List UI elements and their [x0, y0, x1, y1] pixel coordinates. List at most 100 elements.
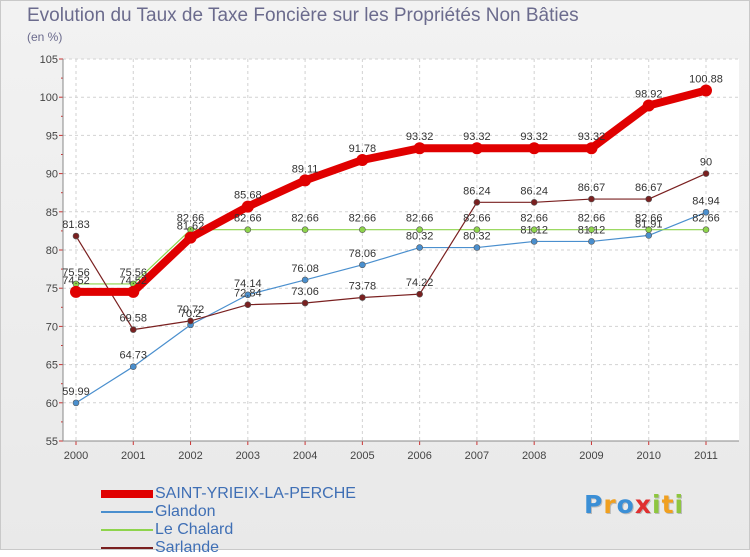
y-tick-label: 80 [46, 245, 58, 257]
y-tick-label: 95 [46, 130, 58, 142]
data-point [299, 174, 312, 187]
logo-letter: t [661, 490, 675, 519]
y-tick-label: 100 [40, 92, 58, 104]
data-label: 82.66 [463, 213, 491, 225]
legend-label: SAINT-YRIEIX-LA-PERCHE [155, 485, 356, 502]
x-tick-label: 2005 [350, 450, 374, 462]
proxiti-logo: Proxiti [584, 490, 684, 519]
data-point [301, 226, 309, 233]
data-label: 85.68 [234, 190, 262, 202]
data-point [702, 226, 710, 233]
data-label: 90 [700, 157, 712, 169]
data-point [588, 195, 595, 203]
data-label: 82.66 [578, 213, 606, 225]
data-label: 81.91 [635, 218, 663, 230]
data-label: 74.52 [62, 275, 90, 287]
legend-swatch [101, 529, 153, 531]
logo-letter: x [634, 490, 652, 519]
data-label: 82.66 [635, 213, 663, 225]
data-label: 80.32 [463, 231, 491, 243]
data-point [416, 226, 423, 233]
data-label: 78.06 [349, 248, 377, 260]
logo-letter: o [616, 490, 635, 519]
data-point [645, 226, 653, 233]
x-tick-label: 2001 [121, 450, 145, 462]
data-point [129, 326, 137, 333]
data-point [702, 170, 710, 177]
legend-label: Glandon [155, 503, 216, 520]
data-point [473, 226, 481, 233]
data-label: 81.12 [578, 224, 606, 236]
data-label: 74.52 [120, 275, 148, 287]
data-point [244, 301, 252, 309]
data-label: 82.66 [234, 213, 262, 225]
data-point [244, 291, 252, 299]
legend-swatch [101, 490, 153, 498]
data-point [473, 244, 481, 251]
data-point [588, 238, 595, 245]
data-label: 86.67 [578, 182, 606, 194]
series-line-3 [75, 173, 707, 331]
data-point [356, 154, 369, 167]
logo-letter: i [652, 490, 662, 519]
data-label: 64.73 [120, 350, 148, 362]
data-point [413, 142, 426, 155]
data-label: 100.88 [689, 73, 723, 85]
data-point [244, 226, 252, 233]
legend-swatch [101, 547, 153, 549]
data-label: 74.22 [406, 277, 434, 289]
y-axis-unit: (en %) [27, 30, 63, 44]
x-tick-label: 2002 [178, 450, 202, 462]
data-point [359, 261, 366, 269]
x-tick-label: 2009 [579, 450, 603, 462]
data-label: 76.08 [291, 263, 319, 275]
data-label: 82.66 [177, 213, 205, 225]
data-point [301, 276, 309, 284]
data-label: 93.32 [520, 131, 548, 143]
y-tick-label: 85 [46, 207, 58, 219]
x-tick-label: 2006 [407, 450, 431, 462]
data-point [301, 299, 309, 307]
data-label: 81.62 [177, 221, 205, 233]
logo-letter: P [584, 490, 604, 519]
series-line-2 [75, 229, 707, 285]
data-label: 93.32 [463, 131, 491, 143]
data-point [530, 238, 538, 245]
y-tick-label: 60 [46, 398, 58, 410]
data-label: 86.67 [635, 182, 663, 194]
data-label: 93.32 [406, 131, 434, 143]
data-point [72, 232, 80, 240]
data-point [127, 285, 140, 298]
data-point [416, 244, 423, 251]
data-label: 81.12 [520, 224, 548, 236]
data-label: 73.78 [349, 281, 377, 293]
x-tick-label: 2010 [636, 450, 660, 462]
y-tick-label: 105 [40, 54, 58, 66]
data-point [72, 399, 80, 407]
data-label: 69.58 [120, 313, 148, 325]
data-point [241, 200, 254, 213]
y-tick-label: 75 [46, 283, 58, 295]
data-point [473, 199, 481, 206]
data-label: 81.83 [62, 219, 90, 231]
chart-title: Evolution du Taux de Taxe Foncière sur l… [27, 5, 579, 26]
data-point [588, 226, 595, 233]
data-point [530, 199, 538, 206]
data-label: 82.66 [406, 213, 434, 225]
logo-letter: r [603, 490, 617, 519]
x-tick-label: 2004 [293, 450, 317, 462]
data-label: 93.32 [578, 131, 606, 143]
data-label: 84.94 [692, 195, 720, 207]
y-tick-label: 65 [46, 360, 58, 372]
data-label: 98.92 [635, 88, 663, 100]
legend-swatch [101, 511, 153, 513]
data-label: 73.06 [291, 286, 319, 298]
data-point [359, 294, 366, 301]
data-point [700, 84, 712, 97]
data-point [416, 290, 423, 298]
data-point [528, 142, 541, 155]
data-label: 70.2 [180, 308, 201, 320]
data-point [184, 231, 197, 244]
data-point [70, 285, 82, 298]
